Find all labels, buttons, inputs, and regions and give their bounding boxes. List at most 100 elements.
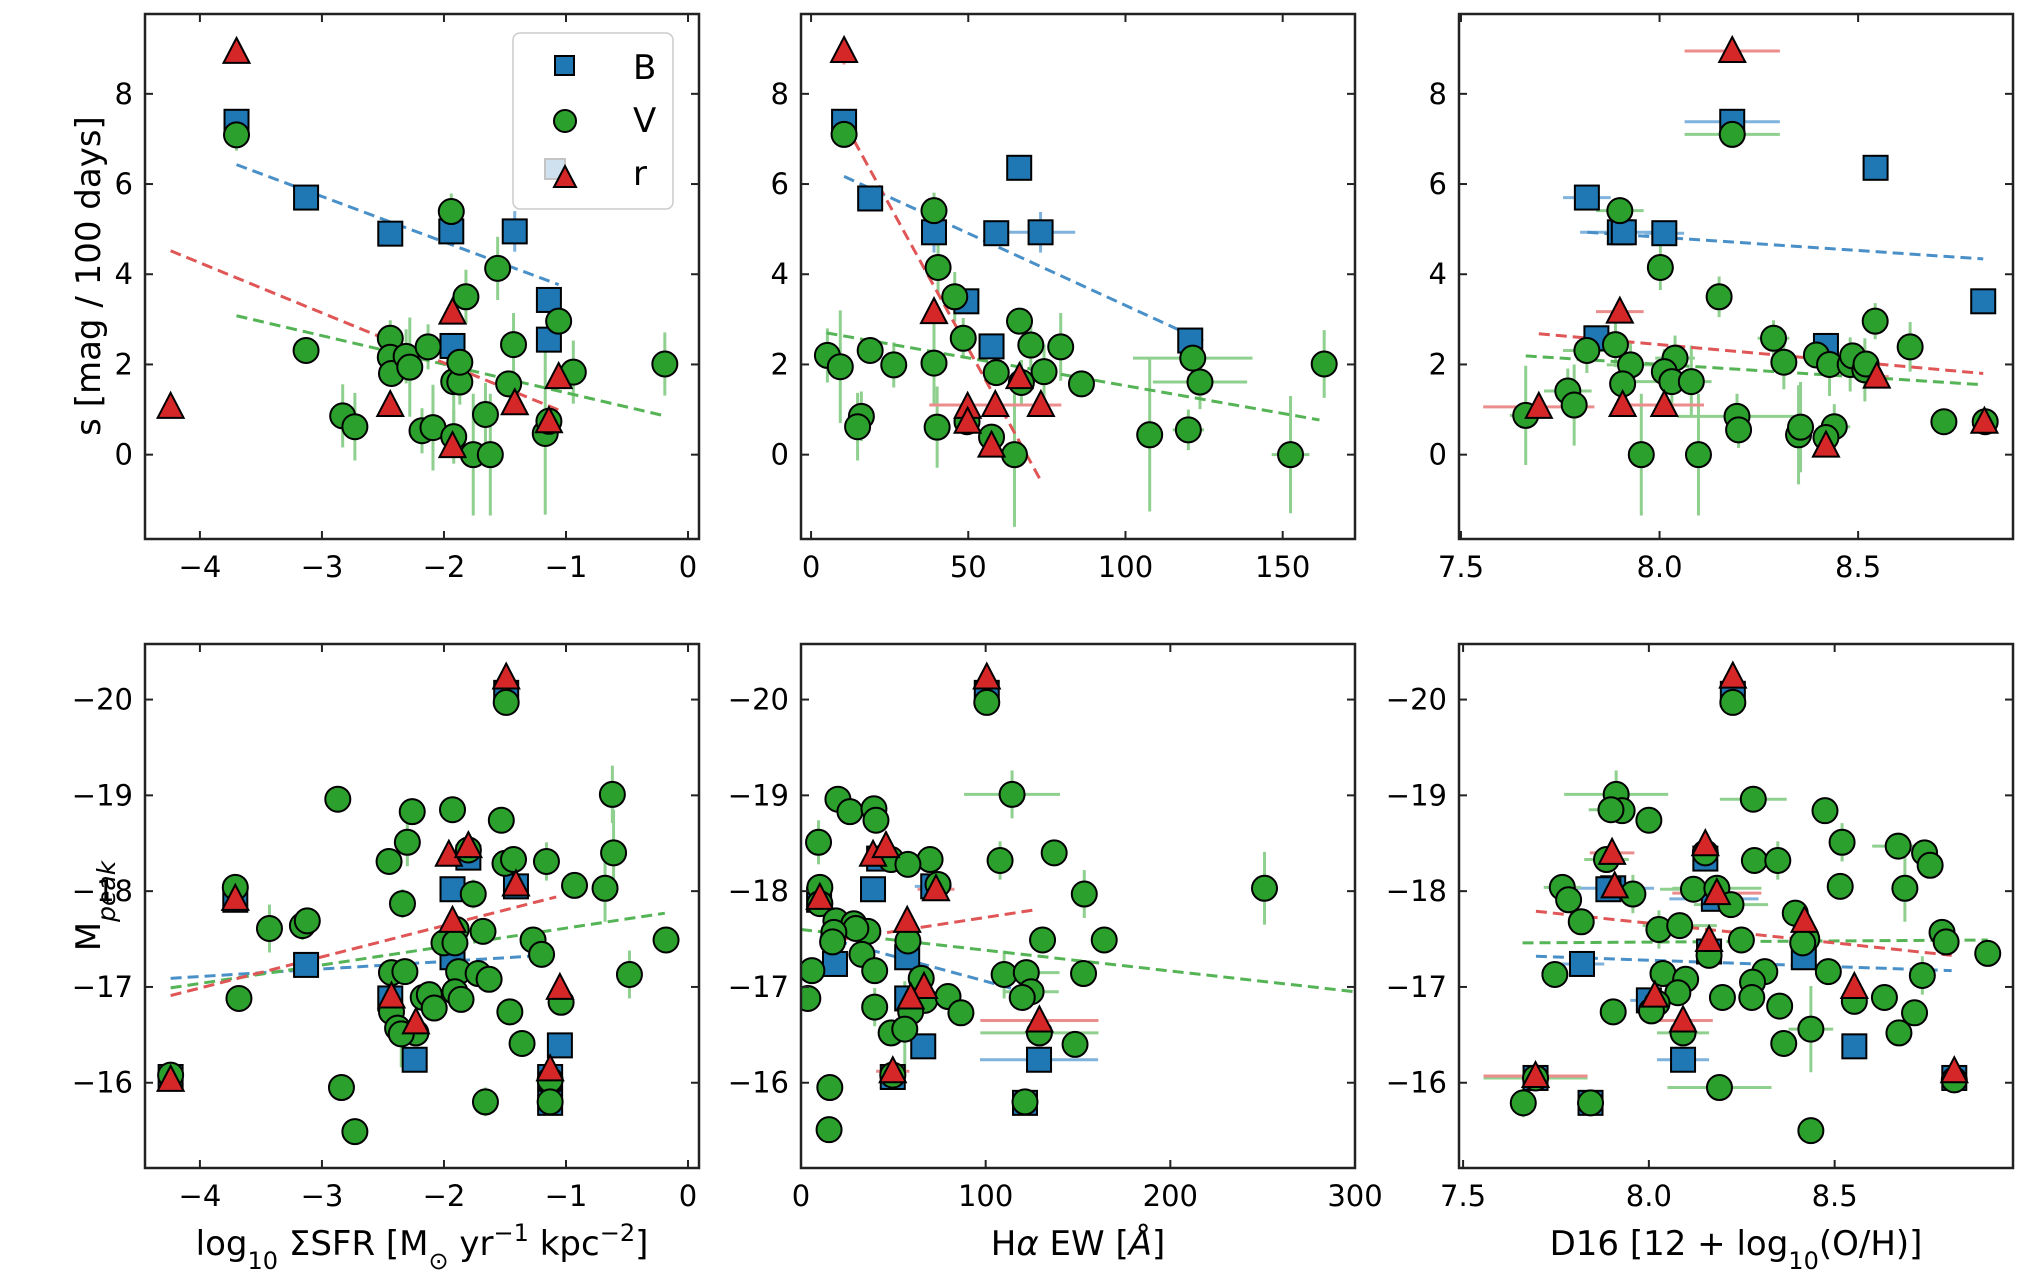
- point-r: [1024, 1004, 1055, 1033]
- point-B: [860, 876, 887, 903]
- point-V: [924, 253, 952, 281]
- point-B: [1006, 154, 1033, 181]
- point-V: [1573, 336, 1601, 364]
- point-V: [861, 957, 889, 985]
- point-V: [1932, 928, 1960, 956]
- point-V: [1718, 120, 1746, 148]
- ytick-label: −20: [72, 683, 133, 717]
- point-r: [909, 970, 939, 999]
- point-V: [1606, 197, 1634, 225]
- point-r: [437, 429, 468, 459]
- point-V: [1597, 796, 1625, 824]
- point-r: [1862, 360, 1892, 389]
- point-V: [484, 254, 512, 282]
- point-V: [1891, 874, 1919, 902]
- point-V: [1719, 688, 1747, 716]
- label-part: Å: [1127, 1223, 1152, 1264]
- point-V: [469, 917, 497, 945]
- point-V: [1884, 832, 1912, 860]
- point-V: [615, 960, 643, 988]
- point-V: [1870, 983, 1898, 1011]
- point-r: [401, 1006, 431, 1035]
- point-V: [1008, 983, 1036, 1011]
- label-part: ]: [1152, 1224, 1165, 1264]
- point-r: [491, 661, 521, 690]
- point-V: [437, 198, 465, 226]
- point-V: [459, 880, 487, 908]
- point-r: [1605, 295, 1635, 324]
- point-V: [1310, 350, 1338, 378]
- xtick-label: 0: [792, 1179, 810, 1213]
- point-V: [1186, 368, 1214, 396]
- point-V: [842, 915, 870, 943]
- point-V: [894, 850, 922, 878]
- point-r: [892, 904, 922, 933]
- point-r: [919, 295, 949, 325]
- point-B: [1027, 219, 1054, 246]
- ytick-label: 2: [115, 347, 133, 381]
- fit-line-V: [826, 331, 1320, 422]
- point-V: [388, 890, 416, 918]
- point-V: [1067, 370, 1095, 398]
- point-r: [453, 829, 484, 859]
- xtick-label: 8.5: [1812, 1179, 1858, 1213]
- point-r: [500, 387, 530, 416]
- point-V: [801, 957, 826, 985]
- point-V: [805, 828, 833, 856]
- xtick-label: 0: [802, 550, 820, 584]
- point-B: [978, 333, 1005, 360]
- point-V: [1040, 839, 1068, 867]
- point-V: [844, 413, 872, 441]
- point-B: [546, 1032, 573, 1059]
- ytick-label: 6: [771, 167, 789, 201]
- point-V: [1811, 797, 1839, 825]
- point-V: [496, 998, 524, 1026]
- point-V: [1727, 926, 1755, 954]
- point-r: [980, 388, 1010, 418]
- point-r: [220, 882, 250, 911]
- ytick-label: −19: [1386, 778, 1447, 812]
- point-B: [1862, 154, 1889, 181]
- label-part: yr: [449, 1224, 494, 1264]
- point-V: [1708, 983, 1736, 1011]
- fit-line-r: [170, 249, 560, 412]
- plot-area: [155, 35, 679, 516]
- plot-area: [1483, 660, 2002, 1145]
- point-V: [225, 984, 253, 1012]
- xlabel-bottom-left: log10 ΣSFR [M⊙ yr−1 kpc−2]: [196, 1219, 649, 1275]
- point-r: [437, 904, 468, 933]
- point-V: [1047, 333, 1075, 361]
- point-r: [1690, 828, 1720, 857]
- point-V: [1740, 846, 1768, 874]
- point-V: [561, 871, 589, 899]
- point-B: [1610, 219, 1637, 246]
- point-r: [545, 971, 575, 1000]
- point-V: [801, 984, 822, 1012]
- point-V: [862, 806, 890, 834]
- point-V: [1070, 960, 1098, 988]
- point-V: [591, 874, 619, 902]
- point-V: [1764, 846, 1792, 874]
- ytick-label: 2: [1429, 347, 1447, 381]
- fit-line-V: [801, 927, 1355, 994]
- point-r: [952, 405, 983, 434]
- point-V: [441, 929, 469, 957]
- label-part: −1: [494, 1219, 529, 1247]
- xtick-label: −1: [545, 550, 588, 584]
- point-V: [1885, 1019, 1913, 1047]
- panel-top-left: −4 −3 −2 −1 0 0 2 4 6 8: [115, 12, 701, 584]
- fit-line-B: [1535, 954, 1952, 973]
- xtick-label: 8.0: [1636, 550, 1682, 584]
- point-r: [1702, 876, 1732, 906]
- legend-label-V: V: [633, 101, 656, 141]
- xtick-label: −2: [423, 1179, 466, 1213]
- point-V: [1797, 1015, 1825, 1043]
- xlabel-bottom-right: D16 [12 + log10(O/H)]: [1550, 1224, 1923, 1275]
- point-r: [1939, 1055, 1969, 1084]
- point-r: [544, 360, 574, 390]
- point-V: [920, 349, 948, 377]
- point-V: [949, 324, 977, 352]
- point-V: [396, 353, 424, 381]
- fit-line-B: [843, 175, 1204, 343]
